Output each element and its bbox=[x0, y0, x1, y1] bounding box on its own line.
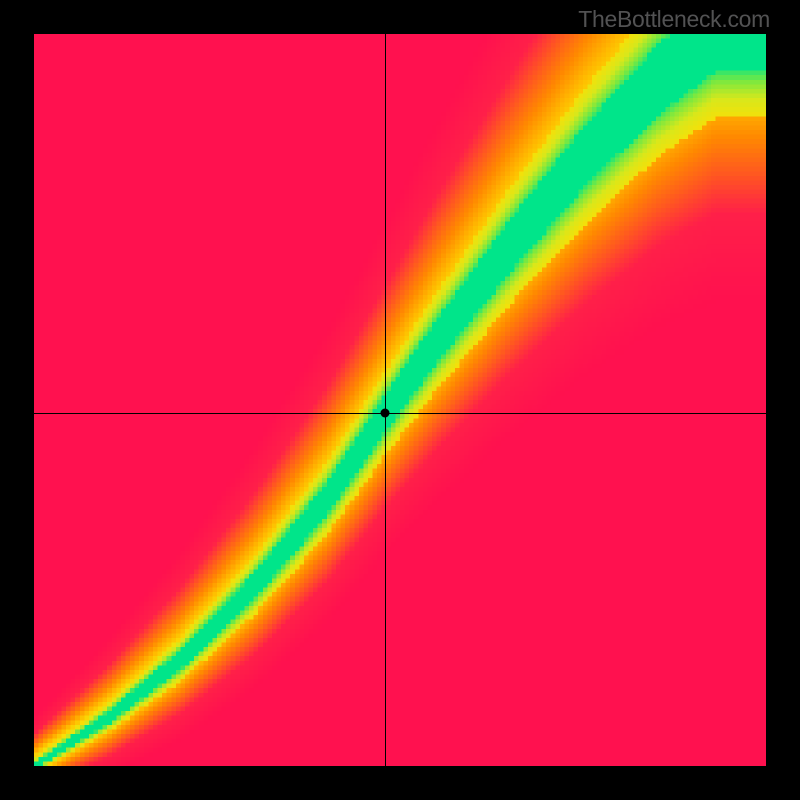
crosshair-horizontal bbox=[34, 413, 766, 414]
watermark-text: TheBottleneck.com bbox=[578, 6, 770, 33]
heatmap-canvas bbox=[34, 34, 766, 766]
heatmap-plot bbox=[34, 34, 766, 766]
marker-dot bbox=[381, 409, 390, 418]
crosshair-vertical bbox=[385, 34, 386, 766]
